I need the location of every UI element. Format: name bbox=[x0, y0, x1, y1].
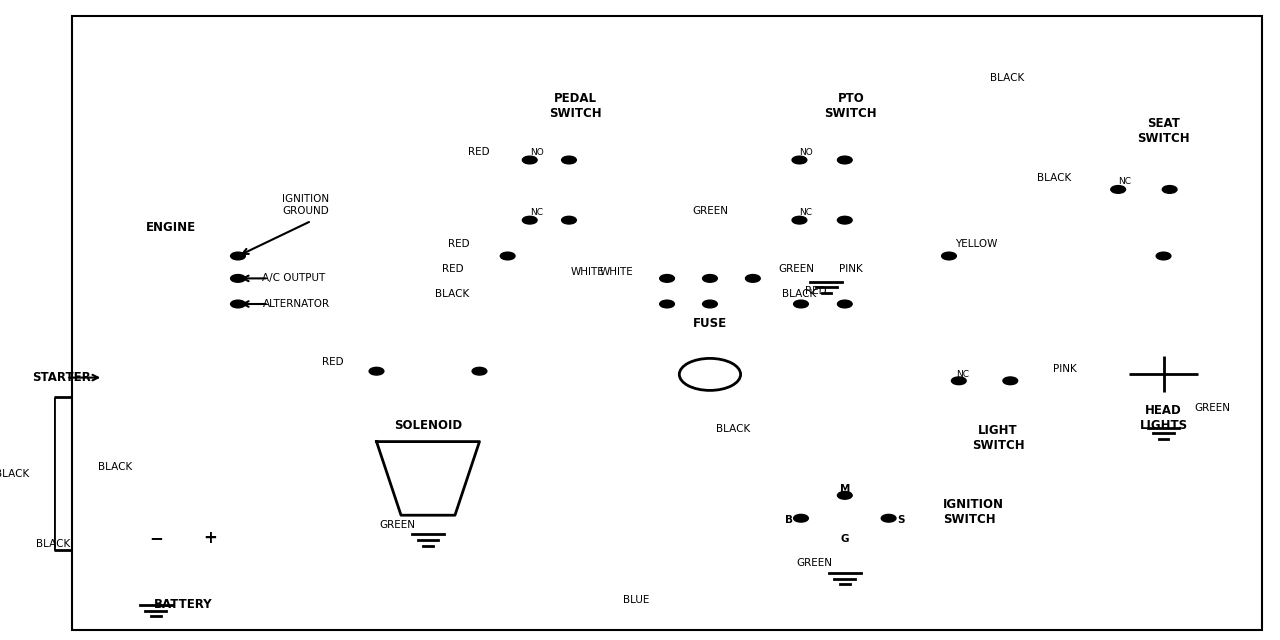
Circle shape bbox=[765, 470, 924, 554]
Text: ALTERNATOR: ALTERNATOR bbox=[262, 299, 330, 309]
Polygon shape bbox=[376, 442, 480, 515]
Text: SEAT
SWITCH: SEAT SWITCH bbox=[1137, 117, 1190, 145]
Circle shape bbox=[522, 216, 538, 224]
Circle shape bbox=[369, 367, 384, 375]
Circle shape bbox=[837, 156, 852, 164]
Bar bbox=[948, 352, 1047, 416]
Text: LIGHT
SWITCH: LIGHT SWITCH bbox=[972, 424, 1024, 452]
Text: RED: RED bbox=[467, 147, 489, 157]
Text: BLACK: BLACK bbox=[0, 468, 29, 479]
Circle shape bbox=[837, 216, 852, 224]
Bar bbox=[520, 128, 630, 256]
Text: SOLENOID: SOLENOID bbox=[394, 419, 462, 432]
Text: RED: RED bbox=[442, 264, 463, 274]
Circle shape bbox=[1156, 252, 1171, 260]
Circle shape bbox=[794, 515, 809, 522]
Text: BLACK: BLACK bbox=[36, 539, 70, 549]
Text: S: S bbox=[897, 515, 905, 525]
Circle shape bbox=[1162, 186, 1178, 193]
Circle shape bbox=[837, 492, 852, 499]
Circle shape bbox=[792, 156, 806, 164]
Bar bbox=[1108, 154, 1219, 243]
Text: GREEN: GREEN bbox=[380, 520, 416, 530]
Text: ENGINE: ENGINE bbox=[146, 221, 196, 234]
Text: +: + bbox=[202, 529, 216, 547]
Text: STARTER: STARTER bbox=[32, 371, 91, 384]
Text: BLACK: BLACK bbox=[991, 73, 1024, 83]
Circle shape bbox=[745, 275, 760, 282]
Circle shape bbox=[230, 300, 246, 308]
Text: FUSE: FUSE bbox=[692, 317, 727, 330]
Circle shape bbox=[522, 156, 538, 164]
Text: NO: NO bbox=[800, 148, 813, 157]
Text: Parts Tree: Parts Tree bbox=[460, 304, 874, 374]
Circle shape bbox=[951, 377, 966, 385]
Text: YELLOW: YELLOW bbox=[955, 239, 997, 250]
Text: B: B bbox=[785, 515, 794, 525]
Circle shape bbox=[881, 515, 896, 522]
Text: NC: NC bbox=[530, 208, 543, 217]
Circle shape bbox=[562, 156, 576, 164]
Text: BLACK: BLACK bbox=[99, 462, 133, 472]
Text: BATTERY: BATTERY bbox=[154, 598, 212, 611]
Text: HEAD
LIGHTS: HEAD LIGHTS bbox=[1139, 404, 1188, 432]
Circle shape bbox=[500, 252, 515, 260]
Text: PEDAL
SWITCH: PEDAL SWITCH bbox=[549, 92, 602, 120]
Circle shape bbox=[794, 300, 809, 308]
Circle shape bbox=[1111, 186, 1125, 193]
Circle shape bbox=[230, 275, 246, 282]
Circle shape bbox=[230, 252, 246, 260]
Bar bbox=[104, 243, 238, 435]
Text: PINK: PINK bbox=[1053, 364, 1076, 374]
Circle shape bbox=[659, 300, 675, 308]
Text: PTO
SWITCH: PTO SWITCH bbox=[824, 92, 877, 120]
Text: −: − bbox=[148, 529, 163, 547]
Circle shape bbox=[1004, 377, 1018, 385]
Text: RED: RED bbox=[448, 239, 470, 250]
Circle shape bbox=[472, 367, 486, 375]
Text: NC: NC bbox=[800, 208, 813, 217]
Circle shape bbox=[837, 300, 852, 308]
Text: WHITE: WHITE bbox=[571, 267, 604, 277]
Text: RED: RED bbox=[805, 286, 827, 296]
Text: GREEN: GREEN bbox=[692, 205, 728, 216]
Text: GREEN: GREEN bbox=[796, 558, 832, 568]
Circle shape bbox=[680, 358, 741, 390]
Text: GREEN: GREEN bbox=[1194, 403, 1230, 413]
Text: BLUE: BLUE bbox=[623, 595, 649, 605]
Text: NC: NC bbox=[1119, 177, 1132, 186]
Text: BLACK: BLACK bbox=[435, 289, 470, 300]
Text: GREEN: GREEN bbox=[778, 264, 814, 274]
Circle shape bbox=[1129, 356, 1198, 392]
Circle shape bbox=[659, 275, 675, 282]
Text: G: G bbox=[841, 534, 849, 544]
Text: NC: NC bbox=[956, 370, 969, 379]
Circle shape bbox=[792, 216, 806, 224]
Text: IGNITION
SWITCH: IGNITION SWITCH bbox=[943, 498, 1004, 526]
Text: WHITE: WHITE bbox=[599, 267, 634, 277]
Bar bbox=[115, 499, 250, 589]
Bar bbox=[667, 333, 753, 416]
Text: NO: NO bbox=[530, 148, 544, 157]
Text: BLACK: BLACK bbox=[716, 424, 750, 434]
Bar bbox=[790, 128, 913, 256]
Text: TM: TM bbox=[863, 307, 882, 320]
Circle shape bbox=[942, 252, 956, 260]
Circle shape bbox=[703, 275, 717, 282]
Text: BLACK: BLACK bbox=[1037, 173, 1071, 183]
Text: A/C OUTPUT: A/C OUTPUT bbox=[262, 273, 325, 284]
Circle shape bbox=[703, 300, 717, 308]
Text: IGNITION
GROUND: IGNITION GROUND bbox=[282, 194, 329, 216]
Circle shape bbox=[562, 216, 576, 224]
Text: PINK: PINK bbox=[840, 264, 863, 274]
Text: M: M bbox=[840, 484, 850, 494]
Text: BLACK: BLACK bbox=[782, 289, 815, 300]
Text: RED: RED bbox=[323, 356, 344, 367]
